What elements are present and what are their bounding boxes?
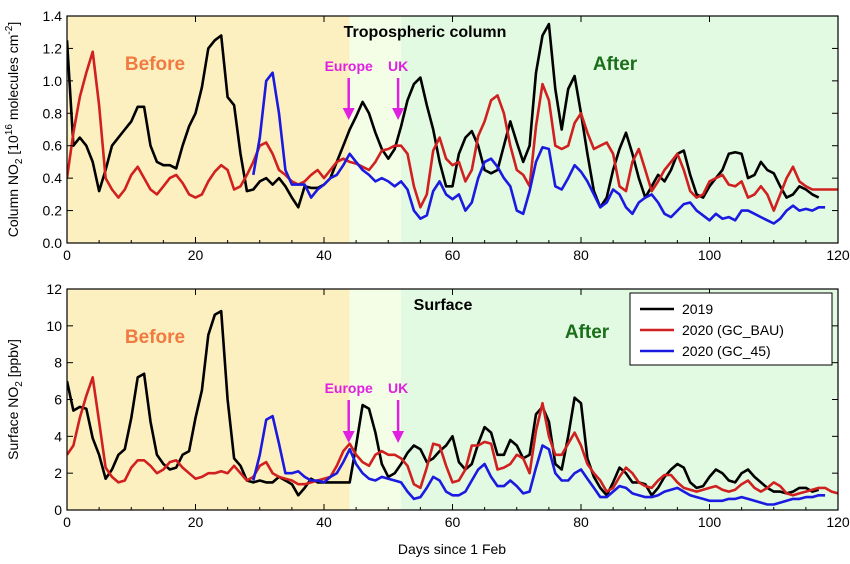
before-label: Before (125, 327, 185, 348)
x-tick-label: 0 (63, 247, 71, 263)
x-tick-label: 0 (63, 514, 71, 530)
legend-entry: 2019 (682, 301, 713, 317)
x-tick-label: 60 (445, 247, 461, 263)
legend: 2019 2020 (GC_BAU) 2020 (GC_45) (629, 292, 833, 366)
y-tick-label: 8 (54, 355, 62, 371)
after-label: After (565, 322, 610, 343)
y-tick-label: 0.6 (43, 138, 63, 154)
transition-shading (349, 289, 402, 510)
event-label-uk: UK (388, 380, 408, 396)
y-tick-label: 0.8 (43, 105, 63, 121)
x-tick-label: 40 (316, 514, 332, 530)
series-line-2020-gc-bau (67, 376, 838, 497)
before-label: Before (125, 54, 185, 75)
y-tick-label: 6 (54, 392, 62, 408)
panel-title: Surface (414, 297, 473, 314)
series-line-2020-gc-45 (252, 414, 826, 506)
x-tick-label: 80 (573, 514, 589, 530)
x-tick-label: 40 (316, 247, 332, 263)
x-tick-label: 100 (698, 514, 722, 530)
y-tick-label: 0 (54, 502, 62, 518)
x-axis-title: Days since 1 Feb (398, 541, 506, 557)
y-axis-title: Column NO2 [1016 molecules cm-2] (4, 22, 25, 237)
y-tick-label: 1.0 (43, 73, 63, 89)
event-label-uk: UK (388, 58, 408, 74)
x-tick-label: 60 (445, 514, 461, 530)
after-shading (401, 16, 838, 243)
y-tick-label: 4 (54, 428, 62, 444)
column-panel: 0 20 40 60 80 100 120 0.0 0.2 0.4 0.6 0.8 1.0 1.2 1.4 C… (4, 8, 850, 263)
y-tick-label: 2 (54, 465, 62, 481)
event-label-europe: Europe (325, 58, 373, 74)
before-shading (67, 289, 350, 510)
y-tick-label: 12 (46, 281, 62, 297)
series-line-2019 (67, 309, 820, 497)
y-tick-label: 0.2 (43, 203, 63, 219)
x-tick-label: 20 (188, 247, 204, 263)
event-arrow-head (392, 431, 405, 443)
event-arrow-head (392, 108, 405, 120)
event-arrow-head (342, 108, 355, 120)
series-line-2020-gc-45 (252, 71, 826, 225)
x-tick-label: 80 (573, 247, 589, 263)
series-line-2020-gc-bau (67, 50, 838, 212)
series-line-2019 (67, 22, 820, 209)
x-tick-label: 120 (826, 247, 850, 263)
x-tick-label: 120 (826, 514, 850, 530)
event-label-europe: Europe (325, 380, 373, 396)
x-tick-label: 20 (188, 514, 204, 530)
legend-entry: 2020 (GC_BAU) (682, 322, 784, 338)
x-tick-label: 100 (698, 247, 722, 263)
panel-title: Tropospheric column (344, 24, 507, 41)
surface-panel: 0 20 40 60 80 100 120 0 2 4 6 8 10 12 Surface NO2 [ppb… (5, 281, 850, 530)
y-tick-label: 0.4 (43, 170, 63, 186)
after-label: After (593, 54, 638, 75)
y-tick-label: 1.4 (43, 8, 63, 24)
event-arrow-head (342, 431, 355, 443)
y-tick-label: 1.2 (43, 40, 63, 56)
legend-entry: 2020 (GC_45) (682, 343, 771, 359)
y-tick-label: 0.0 (43, 235, 63, 251)
y-tick-label: 10 (46, 318, 62, 334)
y-axis-title: Surface NO2 [ppbv] (5, 339, 25, 460)
